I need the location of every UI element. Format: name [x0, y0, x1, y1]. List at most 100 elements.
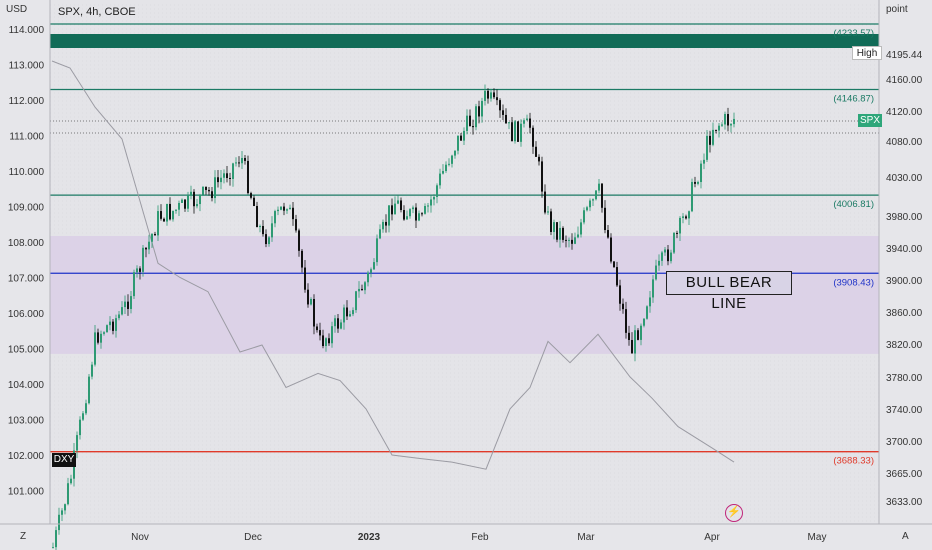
- candle-body: [466, 115, 468, 131]
- candle-body: [580, 222, 582, 235]
- dxy-price-tag: DXY: [52, 453, 76, 467]
- candle-body: [316, 326, 318, 331]
- right-high-value: 4195.44: [886, 50, 923, 61]
- candle-body: [355, 291, 357, 311]
- left-axis-unit: USD: [6, 4, 28, 15]
- candle-body: [700, 163, 702, 183]
- candle-body: [529, 118, 531, 128]
- level-label-3: (3908.43): [833, 277, 874, 288]
- candle-body: [379, 229, 381, 239]
- candle-body: [643, 318, 645, 326]
- candle-body: [430, 199, 432, 206]
- left-tick-label: 103.000: [8, 416, 45, 427]
- candle-body: [313, 298, 315, 327]
- left-tick-label: 106.000: [8, 309, 45, 320]
- candle-body: [214, 177, 216, 199]
- candle-body: [409, 209, 411, 217]
- candle-body: [133, 272, 135, 297]
- right-tick-label: 3740.00: [886, 405, 923, 416]
- candle-body: [448, 163, 450, 165]
- candle-body: [169, 203, 171, 220]
- candle-body: [559, 227, 561, 240]
- candle-body: [652, 279, 654, 298]
- candle-body: [280, 206, 282, 210]
- candle-body: [175, 209, 177, 211]
- candle-body: [148, 241, 150, 250]
- x-tick-label: Feb: [471, 532, 489, 543]
- candle-body: [256, 206, 258, 228]
- candle-body: [262, 226, 264, 235]
- candle-body: [217, 177, 219, 183]
- right-tick-label: 4080.00: [886, 137, 923, 148]
- candle-body: [265, 234, 267, 245]
- candle-body: [667, 249, 669, 262]
- candle-body: [142, 247, 144, 272]
- scale-z-button[interactable]: Z: [20, 531, 27, 542]
- candle-body: [232, 163, 234, 179]
- symbol-title: SPX, 4h, CBOE: [58, 6, 136, 18]
- candle-body: [367, 272, 369, 283]
- candle-body: [415, 207, 417, 221]
- candle-body: [616, 267, 618, 286]
- candle-body: [526, 118, 528, 121]
- candle-body: [664, 249, 666, 253]
- candle-body: [532, 127, 534, 147]
- candle-body: [421, 213, 423, 215]
- candle-body: [109, 321, 111, 326]
- candle-body: [478, 106, 480, 117]
- candle-body: [103, 332, 105, 334]
- candle-body: [568, 239, 570, 241]
- candle-body: [322, 335, 324, 347]
- candle-body: [76, 435, 78, 451]
- candle-body: [274, 211, 276, 224]
- candle-body: [676, 232, 678, 234]
- candle-body: [445, 164, 447, 172]
- candle-body: [451, 155, 453, 164]
- candle-body: [598, 183, 600, 191]
- candle-body: [646, 306, 648, 319]
- candle-body: [235, 162, 237, 164]
- candle-body: [607, 230, 609, 238]
- candle-body: [493, 92, 495, 98]
- candle-body: [91, 364, 93, 377]
- right-tick-label: 4120.00: [886, 107, 923, 118]
- candle-body: [112, 321, 114, 331]
- candle-body: [307, 289, 309, 305]
- candle-body: [340, 322, 342, 329]
- candle-body: [604, 207, 606, 231]
- candle-body: [523, 120, 525, 124]
- lightning-icon[interactable]: ⚡: [725, 504, 743, 522]
- candle-body: [115, 318, 117, 331]
- candle-body: [673, 232, 675, 253]
- x-tick-label: Nov: [131, 532, 149, 543]
- candle-body: [349, 314, 351, 317]
- candle-body: [370, 269, 372, 273]
- candle-body: [346, 307, 348, 317]
- x-tick-label: 2023: [358, 532, 381, 543]
- candle-body: [454, 150, 456, 156]
- scale-auto-button[interactable]: A: [902, 531, 909, 542]
- candle-body: [190, 191, 192, 196]
- candle-body: [556, 222, 558, 240]
- candle-body: [490, 92, 492, 99]
- candle-body: [541, 161, 543, 192]
- candle-body: [640, 325, 642, 340]
- candle-body: [88, 376, 90, 404]
- candle-body: [277, 209, 279, 212]
- candle-body: [655, 265, 657, 280]
- candle-body: [160, 211, 162, 219]
- candle-body: [733, 118, 735, 125]
- candle-body: [499, 100, 501, 111]
- candle-body: [319, 330, 321, 336]
- level-label-1: (4146.87): [833, 94, 874, 105]
- x-tick-label: Dec: [244, 532, 262, 543]
- candle-body: [361, 288, 363, 291]
- candle-body: [187, 195, 189, 209]
- candle-body: [730, 124, 732, 126]
- candle-body: [172, 210, 174, 220]
- candle-body: [250, 193, 252, 198]
- candle-body: [508, 122, 510, 124]
- candle-body: [583, 210, 585, 223]
- candle-body: [67, 483, 69, 505]
